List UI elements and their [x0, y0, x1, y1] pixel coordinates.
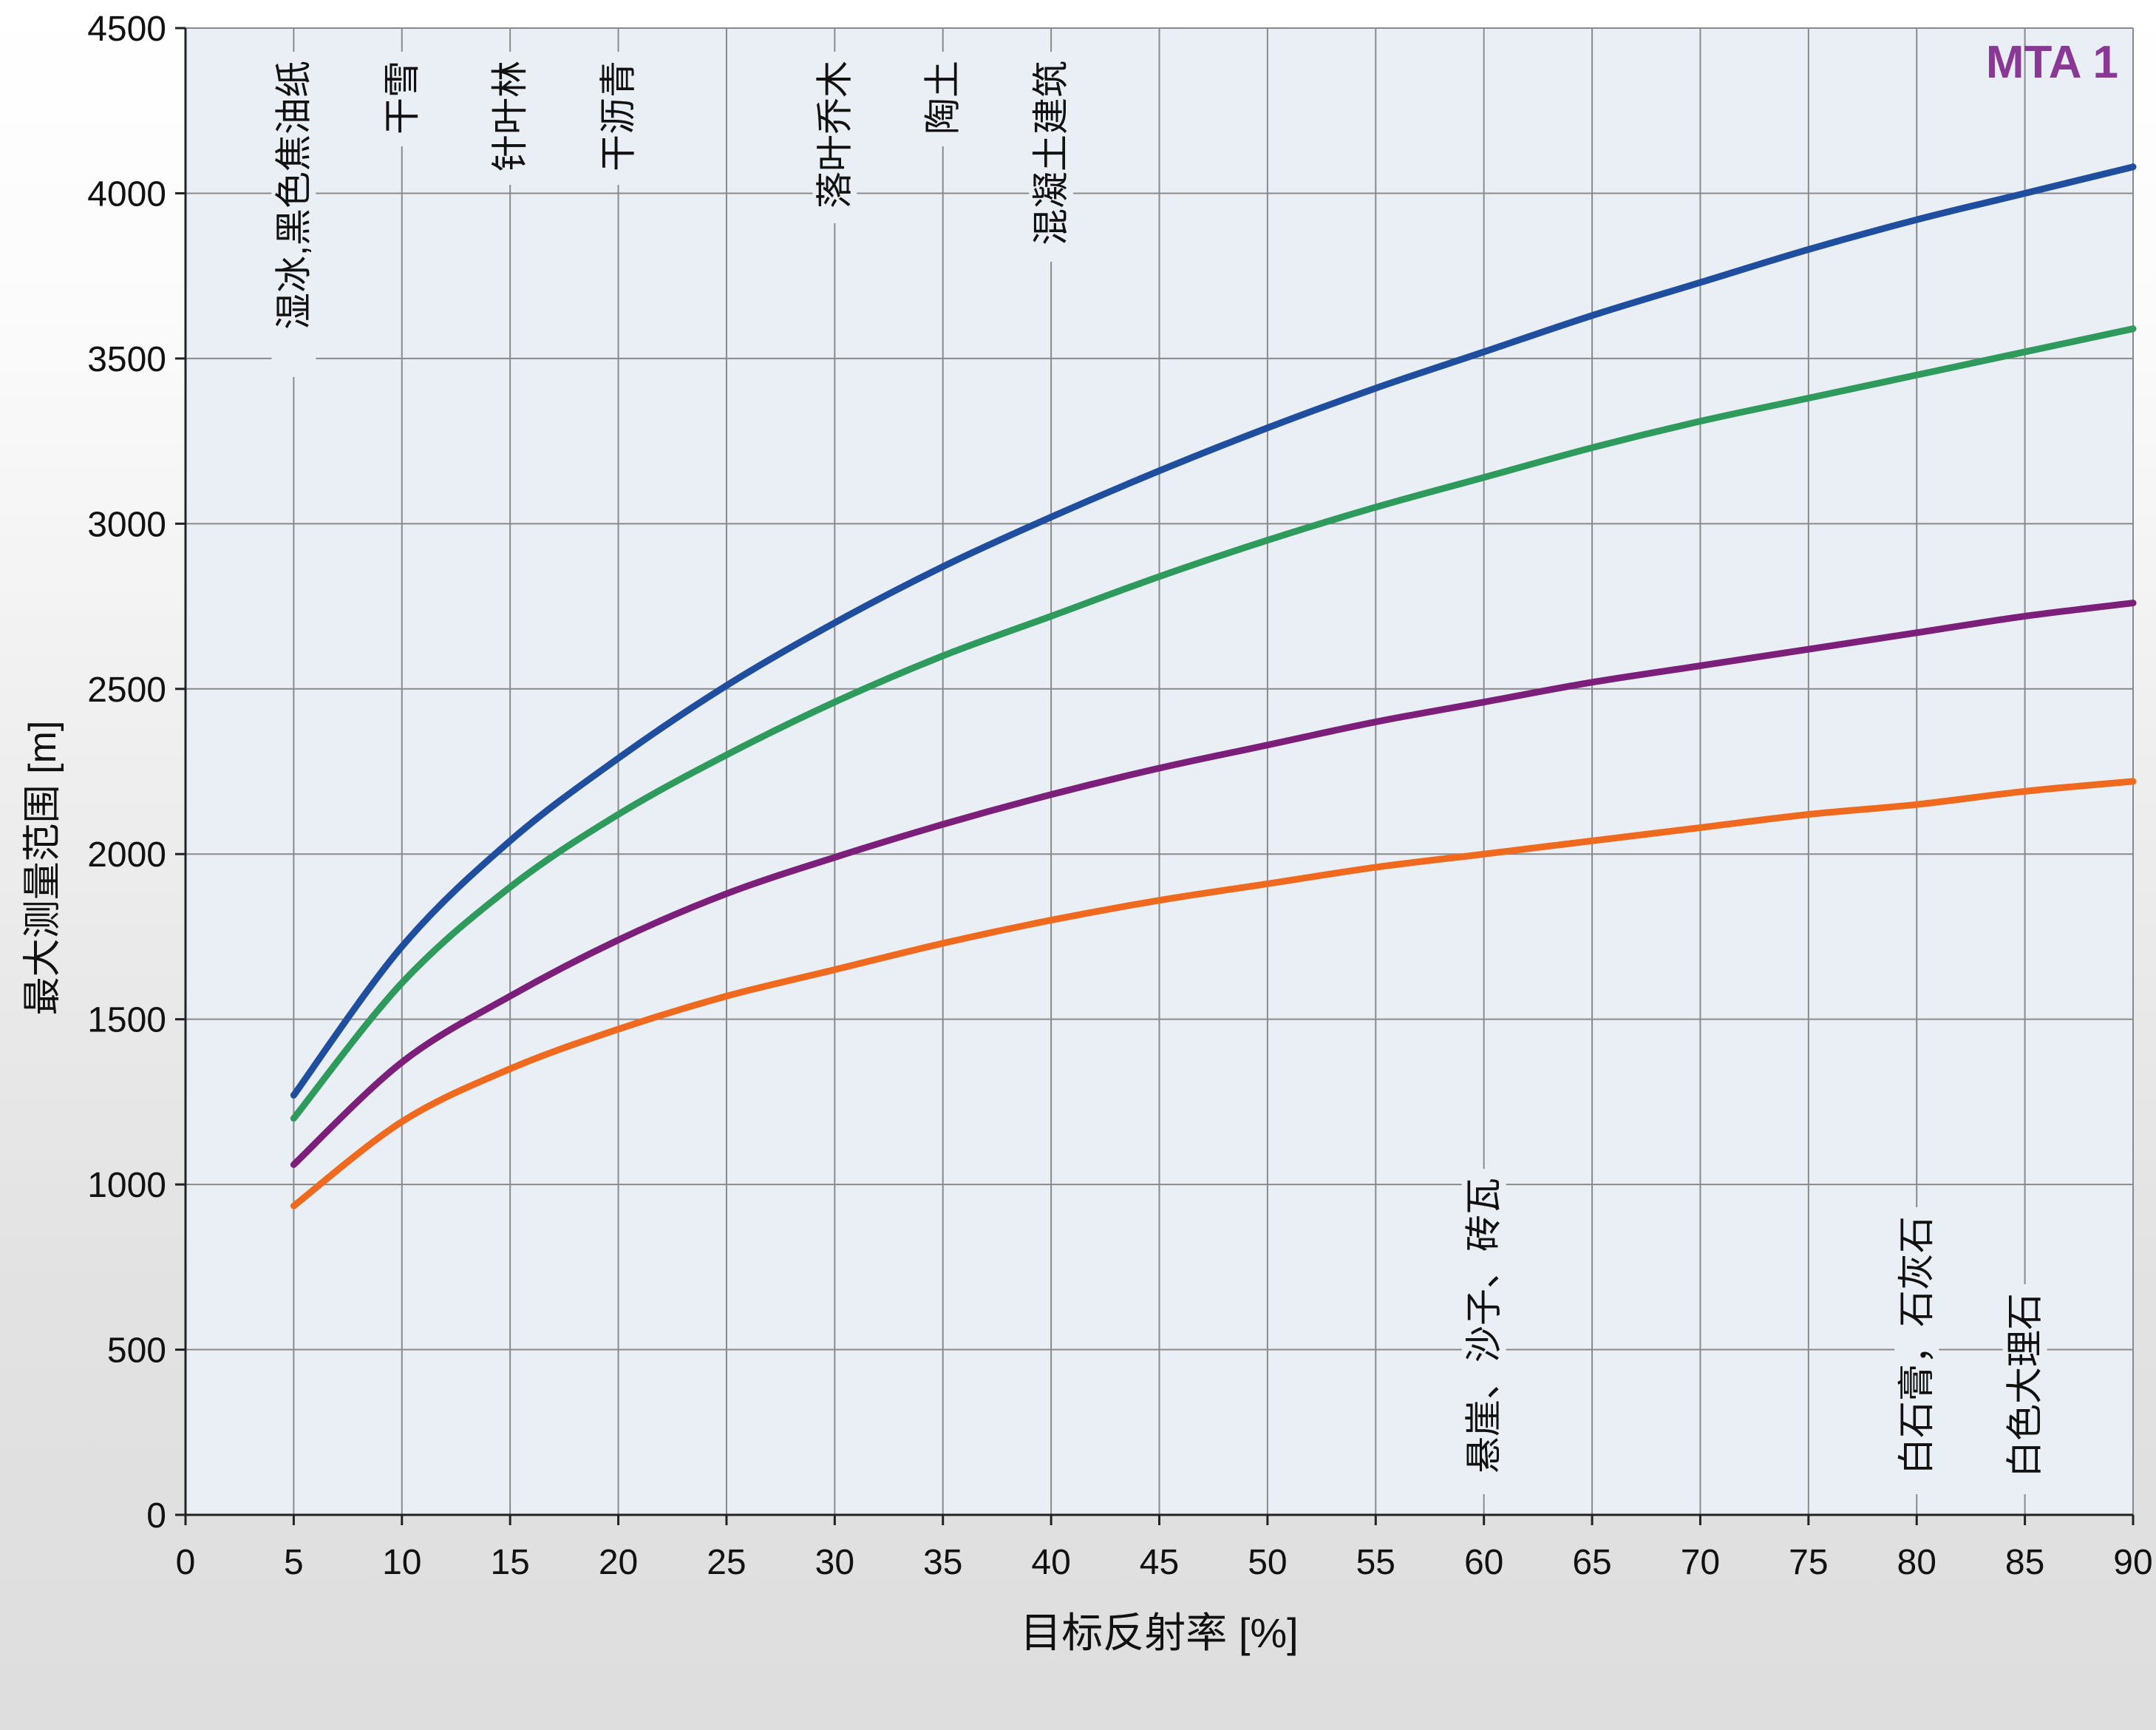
annotation-text: 干沥青: [598, 61, 639, 172]
y-tick-label: 2500: [87, 671, 166, 710]
x-tick-label: 45: [1140, 1543, 1179, 1582]
annotation-text: 白石膏，石灰石: [1896, 1216, 1937, 1475]
annotation-label: 白石膏，石灰石: [1894, 1207, 1939, 1494]
x-tick-label: 40: [1031, 1543, 1070, 1582]
y-tick-label: 1500: [87, 1001, 166, 1040]
y-tick-label: 3000: [87, 505, 166, 544]
x-tick-label: 90: [2113, 1543, 2152, 1582]
x-tick-label: 50: [1248, 1543, 1287, 1582]
annotation-label: 针叶林: [488, 52, 532, 185]
x-tick-label: 15: [490, 1543, 529, 1582]
y-axis-label: 最大测量范围 [m]: [21, 721, 64, 1016]
x-tick-label: 75: [1789, 1543, 1828, 1582]
annotation-text: 干雪: [381, 61, 423, 135]
y-tick-label: 4500: [87, 10, 166, 49]
annotation-text: 湿冰,黑色焦油纸: [273, 61, 314, 330]
x-tick-label: 0: [176, 1543, 196, 1582]
model-badge: MTA 1: [1986, 37, 2118, 88]
annotation-text: 混凝土建筑: [1030, 61, 1072, 245]
annotation-label: 悬崖、沙子、砖瓦: [1462, 1169, 1506, 1494]
x-tick-label: 80: [1897, 1543, 1936, 1582]
x-axis-label: 目标反射率 [%]: [1020, 1609, 1298, 1656]
x-tick-label: 60: [1464, 1543, 1503, 1582]
y-tick-label: 2000: [87, 835, 166, 875]
x-tick-label: 85: [2005, 1543, 2044, 1582]
annotation-label: 白色大理石: [2003, 1284, 2047, 1494]
y-tick-label: 0: [146, 1496, 166, 1536]
annotation-label: 混凝土建筑: [1029, 52, 1073, 262]
annotation-label: 陶土: [921, 52, 965, 146]
x-tick-label: 35: [923, 1543, 962, 1582]
annotation-text: 陶土: [922, 61, 964, 135]
y-tick-label: 4000: [87, 174, 166, 214]
y-tick-label: 500: [107, 1332, 166, 1371]
x-tick-label: 10: [382, 1543, 421, 1582]
x-tick-label: 30: [815, 1543, 854, 1582]
annotation-text: 白色大理石: [2004, 1293, 2046, 1478]
x-tick-label: 70: [1681, 1543, 1720, 1582]
annotation-text: 落叶乔木: [814, 61, 855, 208]
annotation-text: 悬崖、沙子、砖瓦: [1463, 1178, 1505, 1473]
x-tick-label: 5: [284, 1543, 304, 1582]
annotation-label: 干沥青: [596, 52, 641, 185]
annotation-label: 干雪: [380, 52, 424, 146]
x-tick-label: 25: [707, 1543, 746, 1582]
y-tick-label: 1000: [87, 1166, 166, 1205]
annotation-text: 针叶林: [489, 61, 531, 172]
x-tick-label: 55: [1356, 1543, 1395, 1582]
x-tick-label: 65: [1572, 1543, 1611, 1582]
x-tick-label: 20: [599, 1543, 638, 1582]
y-tick-label: 3500: [87, 340, 166, 379]
annotation-label: 落叶乔木: [812, 52, 857, 223]
annotation-label: 湿冰,黑色焦油纸: [271, 52, 316, 377]
